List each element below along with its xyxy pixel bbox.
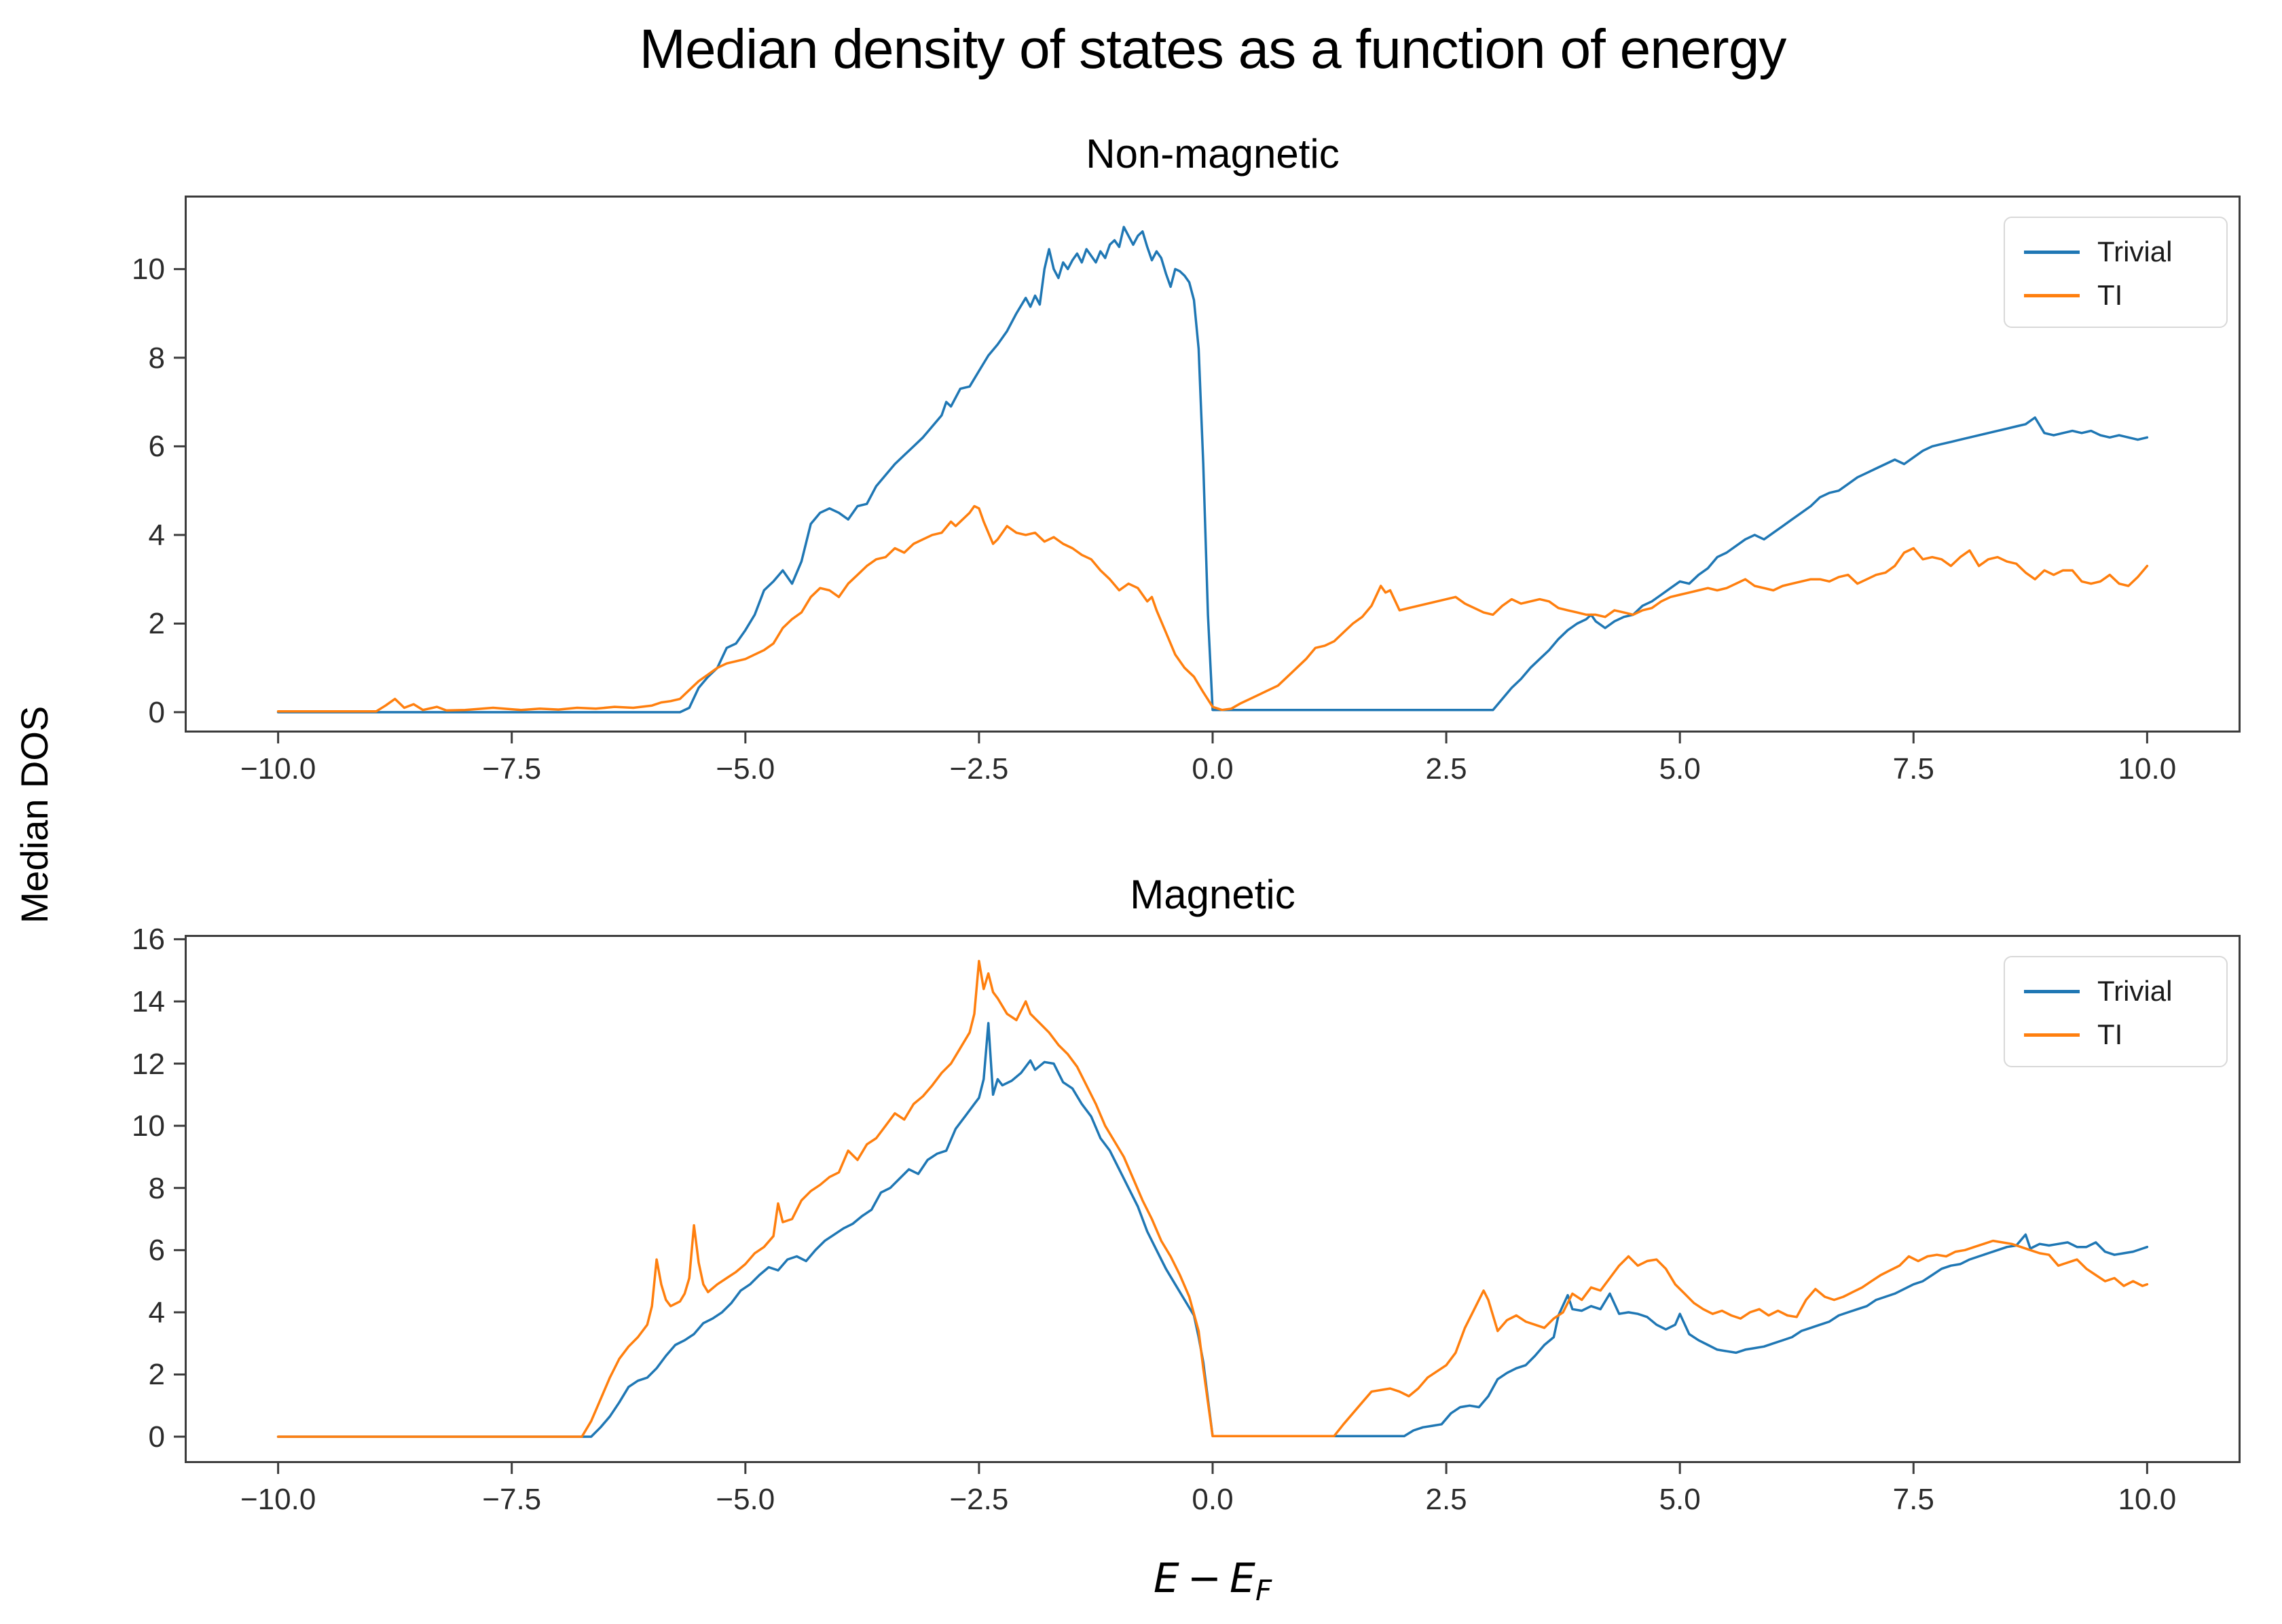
y-tick-label: 8 <box>148 341 165 375</box>
x-tick-label: −7.5 <box>482 1483 542 1516</box>
y-tick-label: 6 <box>148 1234 165 1268</box>
x-tick-label: −5.0 <box>716 1483 775 1516</box>
x-tick-label: 10.0 <box>2118 1483 2177 1516</box>
series-line-trivial <box>276 225 2149 714</box>
y-tick-label: 16 <box>132 923 165 957</box>
non-magnetic-chart-canvas <box>174 225 2149 743</box>
figure-title: Median density of states as a function o… <box>639 18 1787 80</box>
legend-entry-ti: TI <box>2024 1013 2220 1056</box>
y-axis-label: Median DOS <box>13 705 56 924</box>
trivial-line-swatch <box>2024 989 2080 993</box>
y-tick-label: 6 <box>148 430 165 464</box>
y-tick-label: 2 <box>148 1358 165 1392</box>
series-line-ti <box>276 959 2149 1438</box>
trivial-line-swatch <box>2024 250 2080 254</box>
x-tick-label: 7.5 <box>1892 1483 1934 1516</box>
legend-non-magnetic: Trivial TI <box>2004 217 2228 328</box>
y-tick-label: 8 <box>148 1171 165 1205</box>
non-magnetic-plot-area: Trivial TI −10.0 −7.5 −5.0 −2.5 0.0 2.5 5.0 7.5… <box>132 196 2241 786</box>
subplot-title-magnetic: Magnetic <box>1130 872 1295 917</box>
x-tick-label: 5.0 <box>1659 752 1701 786</box>
x-tick-label: 10.0 <box>2118 752 2177 786</box>
ti-line-swatch <box>2024 293 2080 297</box>
x-axis-label: E − EF <box>185 1555 2241 1607</box>
x-tick-label: −10.0 <box>240 1483 316 1516</box>
legend-label-trivial: Trivial <box>2097 975 2173 1007</box>
legend-entry-ti: TI <box>2024 274 2220 317</box>
legend-label-ti: TI <box>2097 1018 2123 1050</box>
magnetic-plot-area: Trivial TI −10.0 −7.5 −5.0 −2.5 0.0 2.5 5.0 7.5… <box>132 923 2241 1516</box>
legend-label-trivial: Trivial <box>2097 236 2173 267</box>
y-tick-label: 4 <box>148 518 165 552</box>
x-tick-label: 0.0 <box>1192 752 1234 786</box>
legend-magnetic: Trivial TI <box>2004 956 2228 1067</box>
y-tick-label: 14 <box>132 984 165 1018</box>
x-tick-label: 5.0 <box>1659 1483 1701 1516</box>
x-tick-label: −10.0 <box>240 752 316 786</box>
x-tick-label: 7.5 <box>1892 752 1934 786</box>
series-line-ti <box>276 504 2149 713</box>
x-tick-label: 2.5 <box>1425 752 1467 786</box>
y-tick-label: 12 <box>132 1047 165 1081</box>
subplot-title-non-magnetic: Non-magnetic <box>1086 131 1340 177</box>
x-tick-label: −2.5 <box>949 752 1009 786</box>
y-tick-label: 10 <box>132 1109 165 1143</box>
legend-entry-trivial: Trivial <box>2024 230 2220 274</box>
ti-line-swatch <box>2024 1033 2080 1037</box>
x-tick-label: 2.5 <box>1425 1483 1467 1516</box>
y-tick-label: 10 <box>132 253 165 287</box>
legend-label-ti: TI <box>2097 279 2123 311</box>
y-tick-label: 0 <box>148 695 165 729</box>
x-axis-label-minus: − <box>1187 1555 1222 1602</box>
x-axis-label-E: E <box>1153 1555 1179 1602</box>
magnetic-chart-canvas <box>174 938 2149 1474</box>
x-tick-label: 0.0 <box>1192 1483 1234 1516</box>
x-tick-label: −7.5 <box>482 752 542 786</box>
x-tick-label: −5.0 <box>716 752 775 786</box>
y-tick-label: 4 <box>148 1295 165 1329</box>
series-line-trivial <box>276 1022 2149 1438</box>
legend-entry-trivial: Trivial <box>2024 970 2220 1013</box>
x-tick-label: −2.5 <box>949 1483 1009 1516</box>
y-tick-label: 2 <box>148 607 165 641</box>
x-axis-label-EF: E <box>1230 1555 1255 1602</box>
y-tick-label: 0 <box>148 1420 165 1454</box>
x-axis-label-F-subscript: F <box>1255 1574 1272 1607</box>
